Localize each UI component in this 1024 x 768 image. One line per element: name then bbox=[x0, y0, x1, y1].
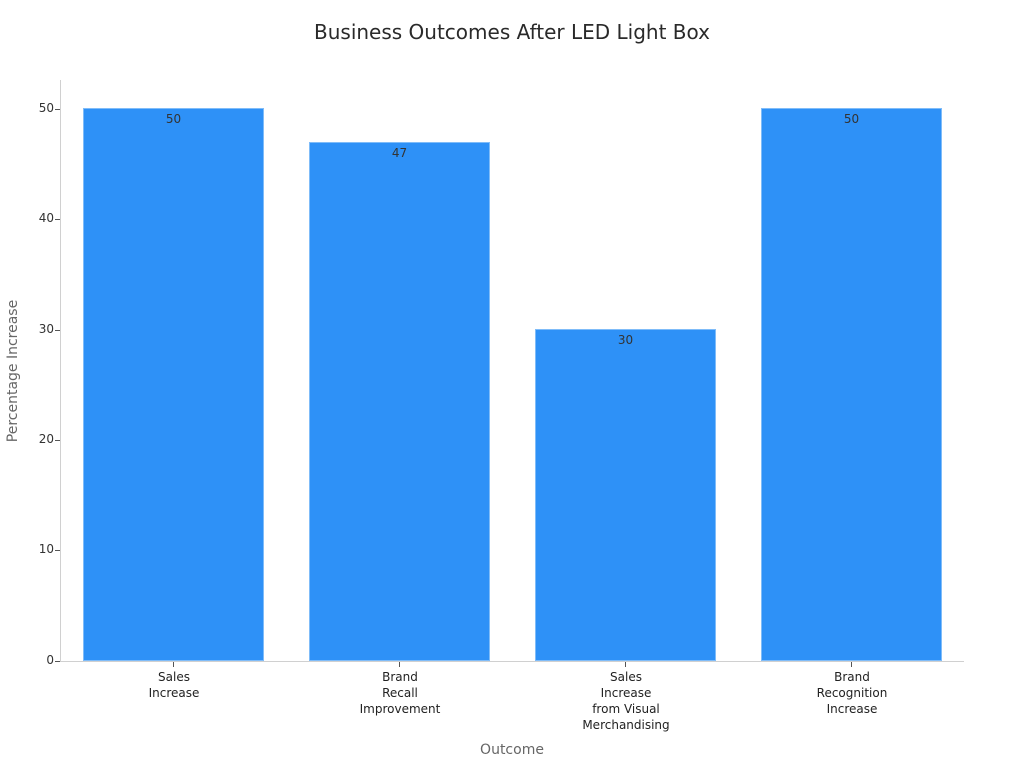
bar-value-label: 50 bbox=[843, 112, 860, 126]
bar-value-label: 30 bbox=[617, 333, 634, 347]
x-axis-title: Outcome bbox=[480, 742, 544, 758]
y-tick-mark bbox=[55, 440, 60, 441]
bar-sales-increase-visual-merchandising[interactable]: 30 bbox=[535, 329, 716, 661]
x-tick-mark bbox=[399, 662, 400, 667]
x-tick-mark bbox=[851, 662, 852, 667]
x-tick-label: Brand Recognition Increase bbox=[816, 670, 888, 716]
y-tick-label: 10 bbox=[38, 542, 54, 556]
y-tick-label: 40 bbox=[38, 211, 54, 225]
x-axis-line bbox=[60, 661, 964, 662]
y-tick-label: 50 bbox=[38, 101, 54, 115]
chart-title: Business Outcomes After LED Light Box bbox=[314, 20, 710, 44]
x-tick-label: Brand Recall Improvement bbox=[359, 670, 441, 716]
y-axis-line bbox=[60, 80, 61, 661]
y-tick-mark bbox=[55, 109, 60, 110]
x-tick-label: Sales Increase bbox=[148, 670, 200, 700]
x-tick-label: Sales Increase from Visual Merchandising bbox=[582, 670, 670, 732]
y-tick-mark bbox=[55, 330, 60, 331]
bar-brand-recall-improvement[interactable]: 47 bbox=[309, 142, 490, 661]
bar-value-label: 47 bbox=[391, 146, 408, 160]
y-tick-label: 0 bbox=[46, 653, 54, 667]
x-tick-mark bbox=[173, 662, 174, 667]
y-tick-mark bbox=[55, 219, 60, 220]
bar-brand-recognition-increase[interactable]: 50 bbox=[761, 108, 942, 661]
y-tick-mark bbox=[55, 661, 60, 662]
bar-value-label: 50 bbox=[165, 112, 182, 126]
y-axis-title: Percentage Increase bbox=[5, 299, 21, 443]
y-tick-mark bbox=[55, 550, 60, 551]
x-tick-mark bbox=[625, 662, 626, 667]
y-tick-label: 30 bbox=[38, 322, 54, 336]
y-tick-label: 20 bbox=[38, 432, 54, 446]
bar-sales-increase[interactable]: 50 bbox=[83, 108, 264, 661]
